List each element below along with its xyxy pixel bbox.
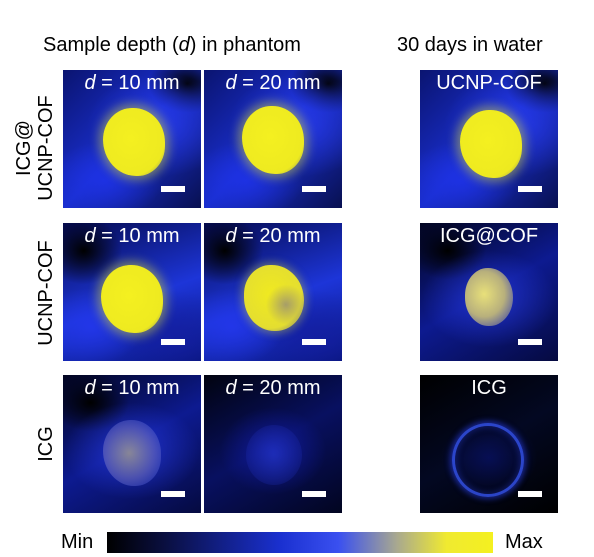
scale-bar [302,339,326,345]
image-panel-row1-d10: d = 10 mm [63,70,201,208]
panel-label: d = 20 mm [225,225,321,247]
scale-bar [302,186,326,192]
scale-bar [518,186,542,192]
scale-bar [518,491,542,497]
row-label-icg-ucnp-cof: ICG@ UCNP-COF [13,95,57,201]
column-header-water: 30 days in water [397,34,543,56]
panel-label: d = 10 mm [84,72,180,94]
colorbar-max-label: Max [505,531,543,553]
image-panel-row1-d20: d = 20 mm [204,70,342,208]
scale-bar [302,491,326,497]
image-panel-row1-water: UCNP-COF [420,70,558,208]
panel-label: d = 10 mm [84,377,180,399]
panel-label: d = 10 mm [84,225,180,247]
column-header-depth: Sample depth (d) in phantom [43,34,301,56]
scale-bar [161,186,185,192]
image-panel-row2-d20: d = 20 mm [204,223,342,361]
scale-bar [161,339,185,345]
panel-label: d = 20 mm [225,377,321,399]
colorbar-min-label: Min [61,531,94,553]
row-label-ucnp-cof: UCNP-COF [35,240,57,346]
panel-label: UCNP-COF [436,72,542,94]
row-label-icg: ICG [35,426,57,462]
image-panel-row2-water: ICG@COF [420,223,558,361]
scale-bar [161,491,185,497]
image-panel-row2-d10: d = 10 mm [63,223,201,361]
panel-label: ICG@COF [439,225,539,247]
scale-bar [518,339,542,345]
image-panel-row3-d10: d = 10 mm [63,375,201,513]
image-panel-row3-d20: d = 20 mm [204,375,342,513]
colorbar [107,532,493,553]
panel-label: ICG [471,377,507,399]
panel-label: d = 20 mm [225,72,321,94]
image-panel-row3-water: ICG [420,375,558,513]
